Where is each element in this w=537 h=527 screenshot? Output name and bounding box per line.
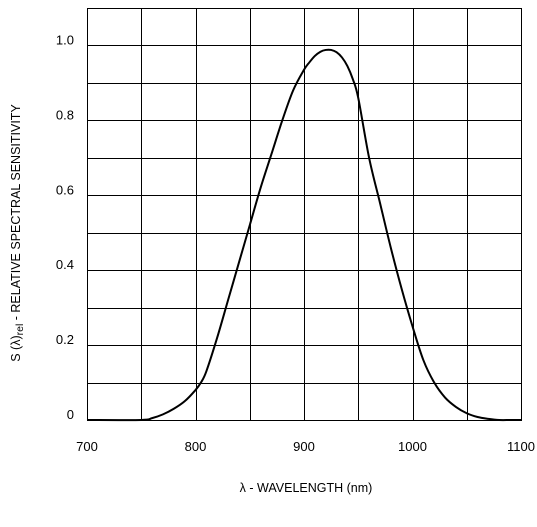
x-tick-label: 700 xyxy=(76,439,98,454)
x-tick-label: 900 xyxy=(293,439,315,454)
y-axis-label-suffix: - RELATIVE SPECTRAL SENSITIVITY xyxy=(9,104,23,324)
y-tick-label: 0.6 xyxy=(56,182,74,197)
x-tick-label: 800 xyxy=(185,439,207,454)
x-tick-label: 1100 xyxy=(507,439,535,454)
tick-labels: 700 800 900 1000 1100 0 0.2 0.4 0.6 0.8 1.0 xyxy=(56,32,535,454)
series-line-sensitivity xyxy=(86,48,521,422)
y-axis-label: S (λ)rel - RELATIVE SPECTRAL SENSITIVITY xyxy=(9,104,26,362)
y-tick-label: 0.8 xyxy=(56,107,74,122)
y-axis-label-prefix: S (λ) xyxy=(9,335,23,361)
y-tick-label: 1.0 xyxy=(56,32,74,47)
x-axis-label: λ - WAVELENGTH (nm) xyxy=(240,481,373,495)
x-tick-label: 1000 xyxy=(398,439,427,454)
y-tick-label: 0.2 xyxy=(56,332,74,347)
y-tick-label: 0.4 xyxy=(56,257,74,272)
y-tick-label: 0 xyxy=(67,407,74,422)
grid xyxy=(87,8,522,421)
y-axis-label-subscript: rel xyxy=(14,324,26,336)
plot-frame xyxy=(87,8,522,421)
